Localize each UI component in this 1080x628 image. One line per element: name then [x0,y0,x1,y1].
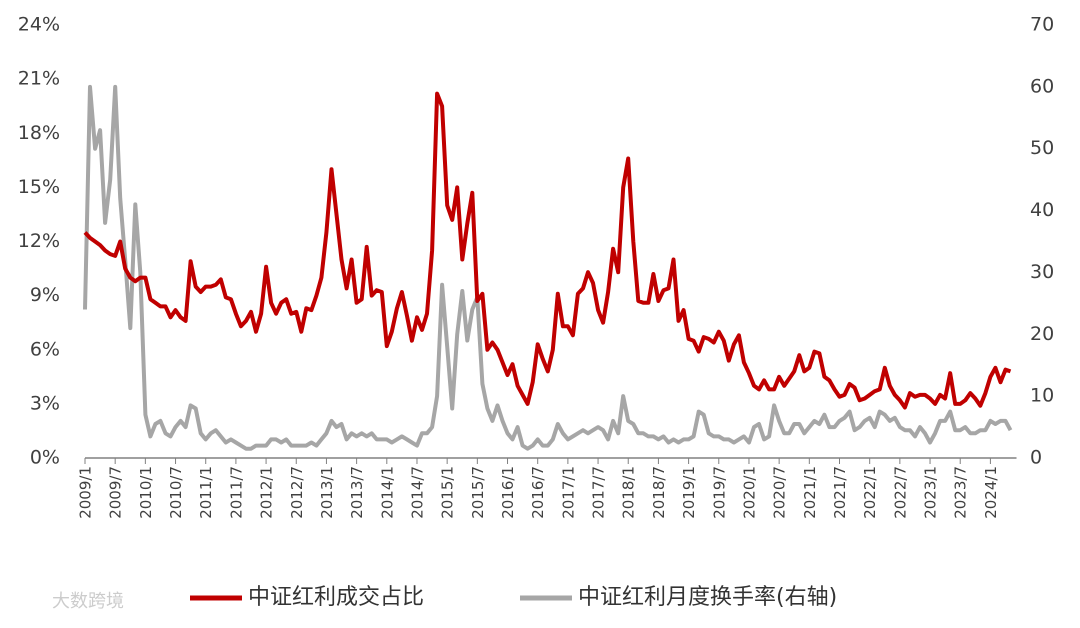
x-tick-label: 2009/1 [77,466,95,519]
y2-tick-label: 50 [1030,137,1054,159]
x-tick-label: 2011/7 [227,466,245,519]
x-tick-label: 2014/1 [378,466,396,519]
y-tick-label: 24% [18,14,60,36]
x-tick-label: 2012/1 [258,466,276,519]
y2-tick-label: 0 [1030,447,1042,469]
x-tick-label: 2014/7 [408,466,426,519]
x-tick-label: 2017/1 [559,466,577,519]
x-tick-label: 2012/7 [288,466,306,519]
x-tick-label: 2011/1 [197,466,215,519]
y2-tick-label: 60 [1030,75,1054,97]
x-tick-label: 2023/1 [922,466,940,519]
y-tick-label: 18% [18,122,60,144]
x-tick-label: 2020/1 [740,466,758,519]
y2-tick-label: 30 [1030,261,1054,283]
y-tick-label: 0% [30,447,60,469]
x-tick-label: 2019/7 [710,466,728,519]
x-tick-label: 2013/7 [348,466,366,519]
y-tick-label: 9% [30,284,60,306]
x-tick-label: 2021/1 [801,466,819,519]
x-tick-label: 2023/7 [952,466,970,519]
x-tick-label: 2015/7 [469,466,487,519]
x-tick-label: 2019/1 [680,466,698,519]
x-tick-label: 2010/1 [137,466,155,519]
x-tick-label: 2013/1 [318,466,336,519]
watermark: 大数跨境 [52,591,124,612]
x-tick-label: 2016/1 [499,466,517,519]
x-tick-label: 2010/7 [167,466,185,519]
y-tick-label: 6% [30,338,60,360]
x-tick-label: 2018/1 [620,466,638,519]
series-line [83,84,1013,451]
series-line [83,91,1012,410]
x-tick-label: 2020/7 [771,466,789,519]
y2-tick-label: 40 [1030,199,1054,221]
y2-tick-label: 70 [1030,14,1054,36]
legend-label: 中证红利月度换手率(右轴) [578,585,837,610]
x-tick-label: 2022/7 [891,466,909,519]
y-tick-label: 12% [18,230,60,252]
y-tick-label: 15% [18,176,60,198]
y2-tick-label: 20 [1030,323,1054,345]
y-tick-label: 3% [30,392,60,414]
x-tick-label: 2021/7 [831,466,849,519]
y-tick-label: 21% [18,68,60,90]
x-tick-label: 2016/7 [529,466,547,519]
x-tick-label: 2015/1 [439,466,457,519]
y2-tick-label: 10 [1030,385,1054,407]
x-tick-label: 2017/7 [590,466,608,519]
legend-label: 中证红利成交占比 [248,585,424,610]
x-tick-label: 2024/1 [982,466,1000,519]
x-tick-label: 2018/7 [650,466,668,519]
x-tick-label: 2009/7 [107,466,125,519]
x-tick-label: 2022/1 [861,466,879,519]
